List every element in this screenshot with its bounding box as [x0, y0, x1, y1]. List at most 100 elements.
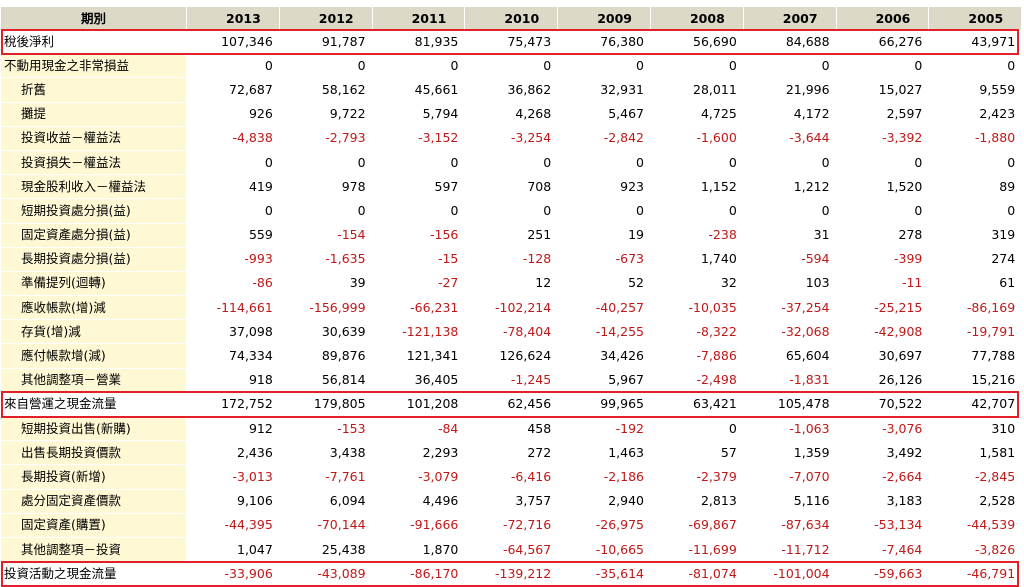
value-cell: 0	[742, 198, 837, 224]
value-cell: 0	[464, 198, 559, 224]
value-cell: 0	[557, 198, 651, 224]
value-cell: 4,268	[464, 101, 559, 127]
value-cell: 89,876	[278, 343, 373, 369]
value-cell: 278	[835, 222, 930, 248]
value-cell: -42,908	[835, 319, 930, 345]
value-cell: 1,359	[742, 440, 837, 466]
value-cell: -673	[557, 246, 651, 272]
value-cell: 36,405	[371, 367, 466, 393]
value-cell: -72,716	[464, 512, 559, 538]
value-cell: -128	[464, 246, 559, 272]
value-cell: 107,346	[186, 28, 280, 55]
value-cell: 37,098	[186, 319, 280, 345]
value-cell: -121,138	[371, 319, 466, 345]
row-label: 折舊	[0, 77, 187, 103]
value-cell: 31	[742, 222, 837, 248]
value-cell: -7,464	[835, 536, 930, 563]
value-cell: 0	[186, 149, 280, 176]
value-cell: -3,644	[742, 125, 837, 151]
table-row: 其他調整項－營業 918 56,814 36,405 -1,245 5,967 -2,498…	[0, 367, 1023, 393]
value-cell: 74,334	[186, 343, 280, 369]
value-cell: 5,967	[557, 367, 651, 393]
value-cell: 5,467	[557, 101, 651, 127]
value-cell: -3,152	[371, 125, 466, 151]
value-cell: 251	[464, 222, 559, 248]
value-cell: 121,341	[371, 343, 466, 369]
value-cell: -399	[835, 246, 930, 272]
value-cell: -1,831	[742, 367, 837, 393]
value-cell: 0	[371, 198, 466, 224]
table-row: 固定資產(購置) -44,395 -70,144 -91,666 -72,716 -26,…	[0, 512, 1023, 538]
cash-flow-table: 期別 2013 2012 2011 2010 2009 2008 2007 2006 2005 …	[0, 6, 1023, 587]
table-row: 攤提 926 9,722 5,794 4,268 5,467 4,725 4,172 2,597…	[0, 101, 1023, 127]
table-row: 現金股利收入－權益法 419 978 597 708 923 1,152 1,212 1,520…	[0, 174, 1023, 200]
value-cell: 6,094	[278, 488, 373, 514]
value-cell: 57	[649, 440, 744, 466]
value-cell: 32,931	[557, 77, 651, 103]
value-cell: 52	[557, 270, 651, 297]
value-cell: 0	[557, 53, 651, 79]
value-cell: 419	[186, 174, 280, 200]
value-cell: 26,126	[835, 367, 930, 393]
row-label: 應收帳款(增)減	[0, 295, 187, 321]
value-cell: 1,870	[371, 536, 466, 563]
value-cell: -4,838	[186, 125, 280, 151]
value-cell: 0	[464, 53, 559, 79]
value-cell: 0	[835, 149, 930, 176]
value-cell: -81,074	[649, 561, 744, 587]
year-header: 2011	[371, 6, 466, 30]
row-label: 不動用現金之非常損益	[0, 53, 187, 79]
value-cell: -91,666	[371, 512, 466, 538]
value-cell: 19	[557, 222, 651, 248]
table-row: 不動用現金之非常損益 0 0 0 0 0 0 0 0 0	[0, 53, 1023, 79]
table-row: 存貨(增)減 37,098 30,639 -121,138 -78,404 -14,255…	[0, 319, 1023, 345]
value-cell: 559	[186, 222, 280, 248]
value-cell: 0	[928, 149, 1023, 176]
row-label: 來自營運之現金流量	[0, 391, 187, 418]
value-cell: -15	[371, 246, 466, 272]
value-cell: 3,492	[835, 440, 930, 466]
value-cell: -33,906	[186, 561, 280, 587]
row-label: 準備提列(迴轉)	[0, 270, 187, 297]
value-cell: 0	[742, 53, 837, 79]
row-label: 固定資產(購置)	[0, 512, 187, 538]
row-label: 長期投資處分損(益)	[0, 246, 187, 272]
value-cell: 0	[928, 53, 1023, 79]
value-cell: 103	[742, 270, 837, 297]
value-cell: -6,416	[464, 464, 559, 490]
value-cell: 1,581	[928, 440, 1023, 466]
value-cell: 2,528	[928, 488, 1023, 514]
table-row: 投資活動之現金流量 -33,906 -43,089 -86,170 -139,212 -3…	[0, 561, 1023, 587]
value-cell: 84,688	[742, 28, 837, 55]
value-cell: -40,257	[557, 295, 651, 321]
value-cell: 0	[278, 149, 373, 176]
value-cell: -2,379	[649, 464, 744, 490]
value-cell: -238	[649, 222, 744, 248]
value-cell: -156,999	[278, 295, 373, 321]
value-cell: 0	[649, 53, 744, 79]
year-header: 2008	[649, 6, 744, 30]
value-cell: 1,463	[557, 440, 651, 466]
value-cell: 912	[186, 415, 280, 442]
value-cell: 45,661	[371, 77, 466, 103]
value-cell: -1,245	[464, 367, 559, 393]
value-cell: 75,473	[464, 28, 559, 55]
value-cell: -102,214	[464, 295, 559, 321]
table-row: 短期投資處分損(益) 0 0 0 0 0 0 0 0 0	[0, 198, 1023, 224]
value-cell: -25,215	[835, 295, 930, 321]
period-header: 期別	[0, 6, 187, 30]
value-cell: -46,791	[928, 561, 1023, 587]
value-cell: 65,604	[742, 343, 837, 369]
table-row: 應收帳款(增)減 -114,661 -156,999 -66,231 -102,214-…	[0, 295, 1023, 321]
value-cell: 0	[464, 149, 559, 176]
table-row: 出售長期投資價款 2,436 3,438 2,293 272 1,463 57 1,359 3,…	[0, 440, 1023, 466]
value-cell: 28,011	[649, 77, 744, 103]
value-cell: 89	[928, 174, 1023, 200]
value-cell: 66,276	[835, 28, 930, 55]
value-cell: -70,144	[278, 512, 373, 538]
table-row: 長期投資(新增) -3,013 -7,761 -3,079 -6,416 -2,186 -2…	[0, 464, 1023, 490]
value-cell: 105,478	[742, 391, 837, 418]
value-cell: 34,426	[557, 343, 651, 369]
table-row: 折舊 72,687 58,162 45,661 36,862 32,931 28,011 21…	[0, 77, 1023, 103]
value-cell: -1,635	[278, 246, 373, 272]
